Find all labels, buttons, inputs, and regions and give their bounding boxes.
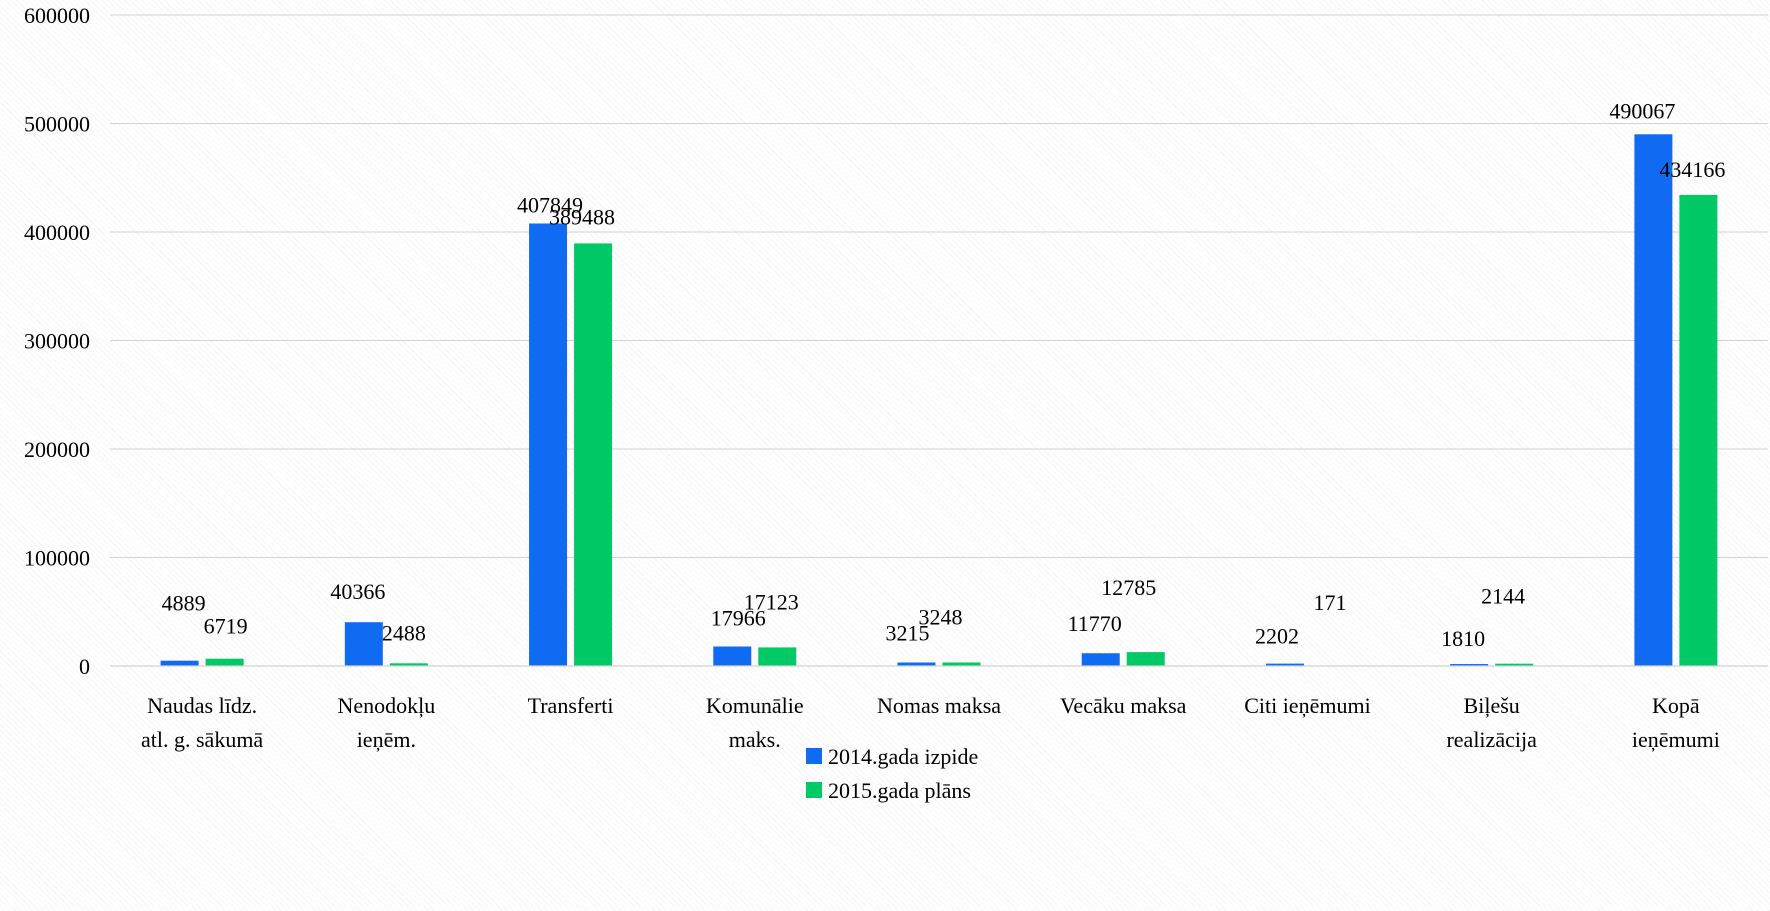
data-label: 1810: [1441, 626, 1485, 651]
x-tick-label: maks.: [729, 727, 781, 752]
x-tick-label: ieņēm.: [357, 727, 416, 752]
bar: [897, 662, 936, 666]
y-tick-label: 200000: [24, 437, 90, 462]
data-label: 490067: [1609, 98, 1675, 123]
data-label: 4889: [162, 591, 206, 616]
x-tick-label: Komunālie: [706, 693, 804, 718]
x-tick-label: Citi ieņēmumi: [1244, 693, 1371, 718]
bar: [942, 662, 981, 666]
bar: [529, 223, 568, 667]
y-tick-label: 600000: [24, 3, 90, 28]
data-label: 171: [1313, 590, 1346, 615]
bar: [160, 660, 199, 666]
y-tick-label: 300000: [24, 329, 90, 354]
data-label: 40366: [330, 579, 385, 604]
data-label: 407849: [517, 192, 583, 217]
bar: [1679, 194, 1718, 667]
x-tick-label: realizācija: [1446, 727, 1537, 752]
bar: [1634, 134, 1673, 667]
data-label: 12785: [1101, 575, 1156, 600]
data-label: 2488: [382, 620, 426, 645]
bar: [713, 646, 752, 666]
bar: [1126, 652, 1165, 666]
y-tick-label: 500000: [24, 112, 90, 137]
x-tick-label: Nenodokļu: [337, 693, 435, 718]
legend-label: 2014.gada izpide: [828, 744, 978, 769]
bar: [389, 663, 428, 666]
x-tick-label: Transferti: [528, 693, 614, 718]
bar: [344, 622, 383, 666]
legend-swatch: [806, 748, 822, 764]
x-tick-label: Kopā: [1652, 693, 1700, 718]
bar: [1081, 653, 1120, 666]
data-label: 434166: [1659, 157, 1725, 182]
data-label: 3248: [919, 604, 963, 629]
legend-swatch: [806, 782, 822, 798]
data-label: 3215: [886, 621, 930, 646]
legend-label: 2015.gada plāns: [828, 778, 971, 803]
bar: [574, 243, 613, 666]
y-tick-label: 400000: [24, 220, 90, 245]
bar: [1265, 663, 1304, 666]
x-tick-label: Nomas maksa: [877, 693, 1001, 718]
data-label: 11770: [1068, 611, 1122, 636]
data-label: 2202: [1255, 624, 1299, 649]
x-tick-label: ieņēmumi: [1632, 727, 1720, 752]
x-tick-label: Naudas līdz.: [147, 693, 257, 718]
bar: [758, 647, 797, 666]
data-label: 389488: [549, 204, 615, 229]
data-label: 6719: [204, 614, 248, 639]
y-tick-label: 100000: [24, 546, 90, 571]
y-tick-label: 0: [79, 654, 90, 679]
data-label: 17123: [744, 589, 799, 614]
bar: [1450, 664, 1489, 666]
data-label: 17966: [711, 606, 766, 631]
bar: [205, 658, 244, 666]
data-label: 2144: [1481, 584, 1525, 609]
x-tick-label: Vecāku maksa: [1060, 693, 1187, 718]
bar: [1495, 663, 1534, 666]
x-tick-label: atl. g. sākumā: [141, 727, 263, 752]
x-tick-label: Biļešu: [1464, 693, 1520, 718]
